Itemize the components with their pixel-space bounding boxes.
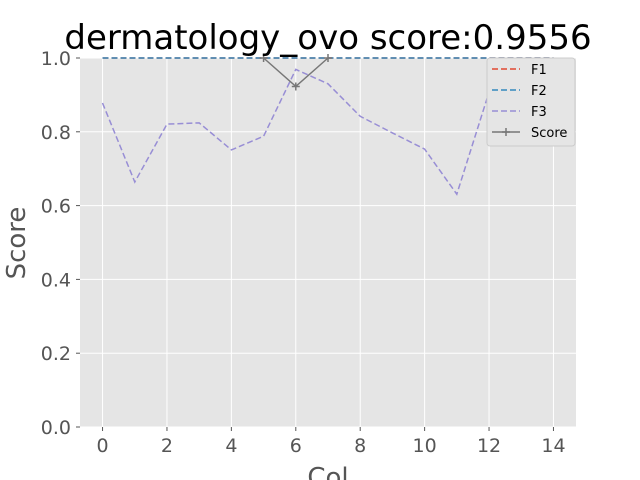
score-marker [291,82,300,91]
x-axis-label: Col [307,463,348,480]
score-marker [324,54,332,62]
legend-label-f2: F2 [531,84,547,99]
x-tick-label: 4 [225,435,237,457]
x-tick-label: 2 [161,435,173,457]
legend-label-f1: F1 [531,63,547,78]
series-line-f3 [101,68,554,196]
score-marker [259,54,268,62]
legend-label-score: Score [531,126,567,141]
legend: F1 F2 F3 Score [486,57,576,147]
x-tick-label: 12 [477,435,501,457]
x-tick-label: 8 [354,435,366,457]
y-tick-label: 0.4 [41,269,71,291]
legend-label-f3: F3 [531,105,547,120]
y-tick-label: 0.0 [41,417,71,439]
y-tick-label: 1.0 [41,48,71,70]
legend-box [486,57,576,147]
x-tick-label: 14 [541,435,565,457]
tick-layer: 0 2 4 6 8 10 12 14 0.0 0.2 0.4 0.6 0.8 1.0 [41,48,566,457]
x-tick-label: 6 [290,435,302,457]
x-tick-label: 0 [96,435,108,457]
y-tick-label: 0.8 [41,122,71,144]
y-tick-label: 0.6 [41,196,71,218]
legend-marker-score [502,128,510,136]
x-tick-label: 10 [413,435,437,457]
y-tick-label: 0.2 [41,343,71,365]
series-layer [101,54,554,196]
y-axis-label: Score [2,207,32,280]
chart-title: dermatology_ovo score:0.9556 [64,18,591,58]
